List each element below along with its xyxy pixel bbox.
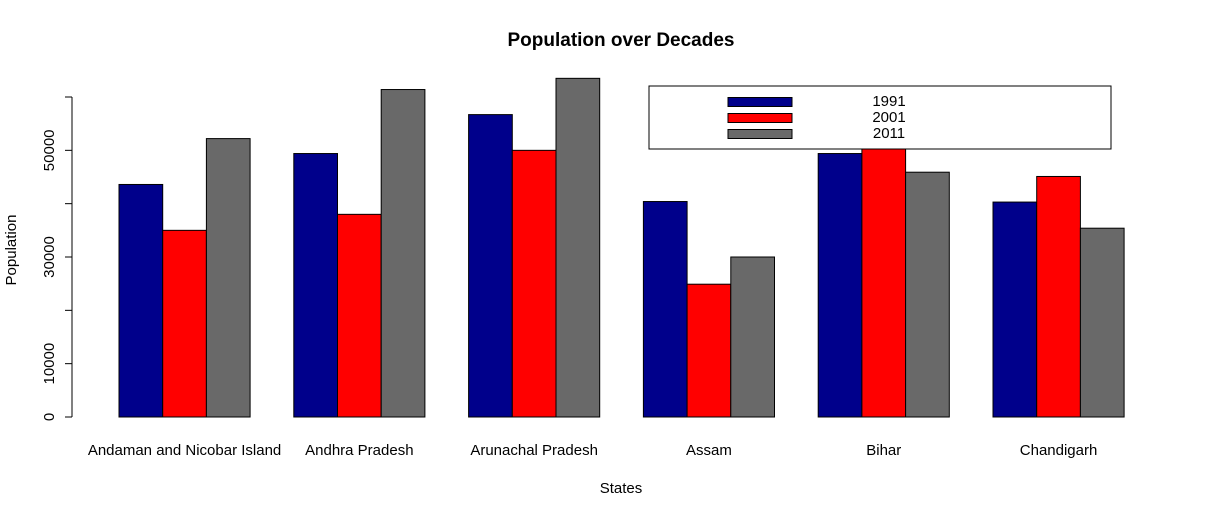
bar bbox=[380, 89, 426, 418]
y-tick-label: 50000 bbox=[41, 129, 58, 171]
legend-label: 1991 bbox=[872, 93, 905, 110]
y-tick-label: 30000 bbox=[41, 236, 58, 278]
legend-swatch bbox=[727, 97, 793, 107]
bar bbox=[1036, 175, 1081, 418]
bar bbox=[686, 283, 732, 418]
legend-swatch bbox=[727, 129, 793, 139]
x-tick-label: Arunachal Pradesh bbox=[470, 442, 598, 459]
x-tick-label: Andhra Pradesh bbox=[305, 442, 413, 459]
bar bbox=[905, 171, 950, 418]
legend-label: 2011 bbox=[873, 125, 905, 142]
bar bbox=[118, 183, 164, 418]
x-tick-label: Bihar bbox=[866, 442, 901, 459]
legend-label: 2001 bbox=[872, 109, 905, 126]
x-axis-label: States bbox=[600, 480, 643, 497]
bar bbox=[205, 138, 251, 418]
legend-box bbox=[648, 85, 1112, 150]
bar bbox=[337, 213, 382, 418]
bar bbox=[555, 77, 601, 418]
y-tick-label: 0 bbox=[41, 413, 58, 421]
x-tick-label: Andaman and Nicobar Island bbox=[88, 442, 281, 459]
bar bbox=[293, 153, 338, 418]
bar bbox=[511, 149, 557, 418]
bar bbox=[817, 153, 863, 418]
bar bbox=[992, 201, 1038, 418]
bar bbox=[861, 144, 907, 418]
x-tick-label: Chandigarh bbox=[1020, 442, 1098, 459]
bar bbox=[468, 114, 513, 418]
y-tick-label: 10000 bbox=[41, 343, 58, 385]
y-axis-label: Population bbox=[3, 215, 20, 286]
legend-swatch bbox=[727, 113, 793, 123]
chart-title: Population over Decades bbox=[507, 30, 734, 51]
bar bbox=[1079, 227, 1125, 418]
bar bbox=[642, 201, 688, 418]
x-tick-label: Assam bbox=[686, 442, 732, 459]
bar bbox=[730, 256, 775, 418]
bar bbox=[162, 229, 207, 418]
